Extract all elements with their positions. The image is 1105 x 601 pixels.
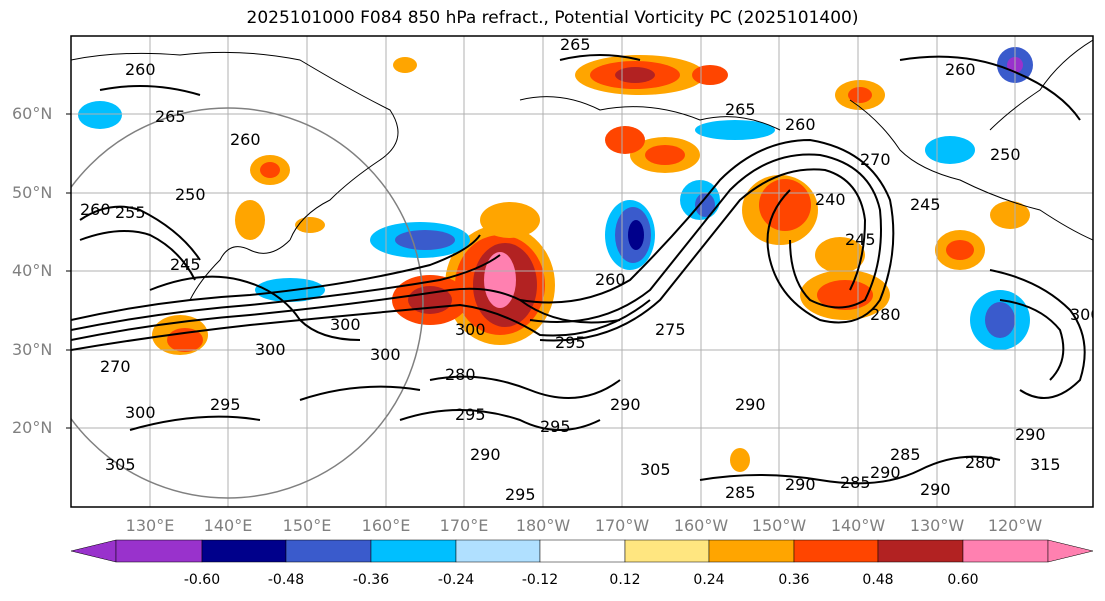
contour-label: 260 bbox=[80, 200, 111, 219]
contour-label: 265 bbox=[725, 100, 756, 119]
colorbar-segment bbox=[455, 539, 541, 563]
contour-label: 280 bbox=[870, 305, 901, 324]
contour-label: 290 bbox=[870, 463, 901, 482]
contour-label: 290 bbox=[610, 395, 641, 414]
contour-label: 260 bbox=[125, 60, 156, 79]
lat-label-20n: 20°N bbox=[12, 418, 53, 437]
contour-label: 290 bbox=[785, 475, 816, 494]
colorbar-segment bbox=[793, 539, 879, 563]
contour-label: 260 bbox=[230, 130, 261, 149]
contour-label: 300 bbox=[330, 315, 361, 334]
contour-label: 265 bbox=[155, 107, 186, 126]
contour-label: 260 bbox=[945, 60, 976, 79]
contour-label: 315 bbox=[1030, 455, 1061, 474]
contour-label: 285 bbox=[840, 473, 871, 492]
contour-label: 270 bbox=[100, 357, 131, 376]
colorbar-segment bbox=[539, 539, 626, 563]
colorbar-segment bbox=[201, 539, 287, 563]
contour-label: 290 bbox=[735, 395, 766, 414]
contour-label: 300 bbox=[1070, 305, 1101, 324]
contours bbox=[71, 54, 1086, 485]
contour-label: 245 bbox=[845, 230, 876, 249]
colorbar-extend-high bbox=[1047, 539, 1094, 563]
colorbar-tick-label: -0.60 bbox=[183, 572, 221, 588]
lon-label-130e: 130°E bbox=[125, 516, 175, 535]
lon-label-170e: 170°E bbox=[439, 516, 489, 535]
lon-label-170w: 170°W bbox=[594, 516, 650, 535]
map-title: 2025101000 F084 850 hPa refract., Potent… bbox=[246, 8, 859, 28]
lat-label-30n: 30°N bbox=[12, 340, 53, 359]
contour-label: 300 bbox=[455, 320, 486, 339]
lon-label-120w: 120°W bbox=[987, 516, 1043, 535]
contour-label: 300 bbox=[255, 340, 286, 359]
colorbar-segment bbox=[877, 539, 964, 563]
colorbar-segment bbox=[962, 539, 1049, 563]
colorbar-tick-label: 0.36 bbox=[778, 572, 810, 588]
contour-label: 280 bbox=[965, 453, 996, 472]
range-circle bbox=[71, 107, 424, 499]
contour-label: 255 bbox=[115, 203, 146, 222]
contour-label: 250 bbox=[990, 145, 1021, 164]
contour-label: 295 bbox=[455, 405, 486, 424]
contour-label: 290 bbox=[1015, 425, 1046, 444]
lat-label-60n: 60°N bbox=[12, 104, 53, 123]
colorbar-segment bbox=[370, 539, 457, 563]
colorbar-segment bbox=[624, 539, 710, 563]
colorbar-tick-label: 0.24 bbox=[693, 572, 725, 588]
colorbar-tick-label: -0.12 bbox=[521, 572, 559, 588]
colorbar-segment bbox=[708, 539, 795, 563]
contour-label: 250 bbox=[175, 185, 206, 204]
colorbar-tick-label: -0.36 bbox=[352, 572, 390, 588]
lon-label-150w: 150°W bbox=[751, 516, 807, 535]
contour-label: 295 bbox=[505, 485, 536, 504]
contour-label: 265 bbox=[560, 35, 591, 54]
contour-label: 240 bbox=[815, 190, 846, 209]
contour-label: 295 bbox=[540, 417, 571, 436]
lon-label-150e: 150°E bbox=[282, 516, 332, 535]
lon-label-160e: 160°E bbox=[361, 516, 411, 535]
colorbar-segment bbox=[285, 539, 372, 563]
contour-label: 290 bbox=[470, 445, 501, 464]
contour-label: 295 bbox=[210, 395, 241, 414]
lat-label-40n: 40°N bbox=[12, 261, 53, 280]
lon-label-180w: 180°W bbox=[515, 516, 571, 535]
contour-label: 305 bbox=[640, 460, 671, 479]
contour-label: 260 bbox=[595, 270, 626, 289]
colorbar-extend-low bbox=[70, 539, 117, 563]
colorbar bbox=[70, 539, 1094, 563]
contour-label: 305 bbox=[105, 455, 136, 474]
colorbar-tick-label: 0.48 bbox=[862, 572, 894, 588]
colorbar-tick-label: -0.24 bbox=[437, 572, 475, 588]
lon-label-160w: 160°W bbox=[673, 516, 729, 535]
contour-label: 280 bbox=[445, 365, 476, 384]
colorbar-tick-label: 0.12 bbox=[609, 572, 641, 588]
colorbar-tick-label: -0.48 bbox=[267, 572, 305, 588]
lon-label-140w: 140°W bbox=[830, 516, 886, 535]
contour-label: 275 bbox=[655, 320, 686, 339]
contour-label: 270 bbox=[860, 150, 891, 169]
lat-label-50n: 50°N bbox=[12, 183, 53, 202]
coastlines bbox=[71, 39, 1093, 301]
contour-labels: 265 265 260 260 260 255 250 245 260 260 … bbox=[80, 35, 1101, 504]
lon-label-130w: 130°W bbox=[909, 516, 965, 535]
contour-label: 295 bbox=[555, 333, 586, 352]
lon-label-140e: 140°E bbox=[203, 516, 253, 535]
colorbar-segment bbox=[115, 539, 203, 563]
contour-label: 285 bbox=[725, 483, 756, 502]
contour-label: 300 bbox=[370, 345, 401, 364]
contour-label: 285 bbox=[890, 445, 921, 464]
contour-label: 260 bbox=[785, 115, 816, 134]
contour-label: 245 bbox=[910, 195, 941, 214]
contour-label: 300 bbox=[125, 403, 156, 422]
contour-label: 290 bbox=[920, 480, 951, 499]
colorbar-tick-label: 0.60 bbox=[947, 572, 979, 588]
contour-label: 245 bbox=[170, 255, 201, 274]
